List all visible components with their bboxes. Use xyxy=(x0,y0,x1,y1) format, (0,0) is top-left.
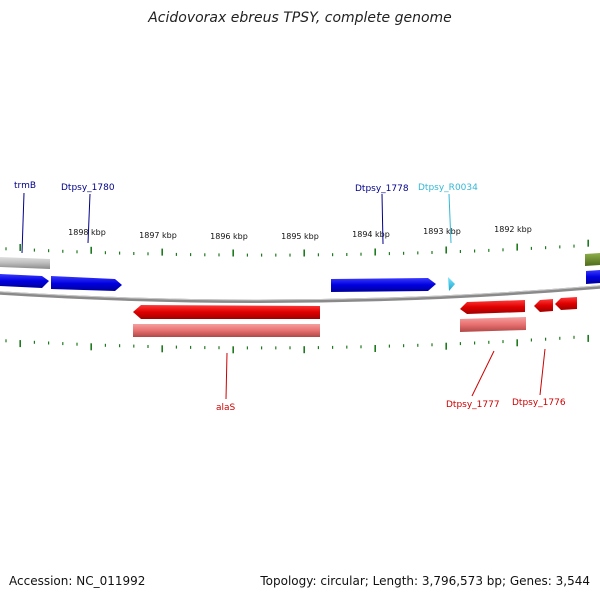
gene-labels: trmB Dtpsy_1780 Dtpsy_1778 Dtpsy_R0034 a… xyxy=(14,181,566,413)
leader-Dtpsy_1778 xyxy=(381,193,384,245)
reverse-features xyxy=(133,297,577,337)
cds-edge-reverse[interactable] xyxy=(555,297,577,310)
gene-Dtpsy_1777[interactable] xyxy=(460,317,526,332)
leader-Dtpsy_1780 xyxy=(87,193,91,244)
gene-label-trmB[interactable]: trmB xyxy=(14,181,36,191)
cds-Dtpsy_1780[interactable] xyxy=(51,276,122,291)
cds-Dtpsy_1777[interactable] xyxy=(460,300,525,314)
gene-label-Dtpsy_R0034[interactable]: Dtpsy_R0034 xyxy=(418,183,478,193)
scale-label: 1894 kbp xyxy=(352,230,390,239)
feature-olive[interactable] xyxy=(585,253,600,266)
cds-Dtpsy_1776[interactable] xyxy=(534,299,553,312)
scale-ticks-inner xyxy=(5,334,590,354)
gene-feature-grey[interactable] xyxy=(0,257,50,269)
scale-label: 1892 kbp xyxy=(494,225,532,234)
cds-edge-right[interactable] xyxy=(586,270,600,284)
gene-alaS[interactable] xyxy=(133,324,320,337)
genome-summary: Topology: circular; Length: 3,796,573 bp… xyxy=(260,574,590,588)
leader-Dtpsy_1776 xyxy=(539,348,546,396)
leader-trmB xyxy=(21,192,25,254)
scale-labels: 1898 kbp 1897 kbp 1896 kbp 1895 kbp 1894… xyxy=(68,225,532,241)
map-title: Acidovorax ebreus TPSY, complete genome xyxy=(148,10,452,26)
leader-alaS xyxy=(225,352,228,400)
rna-Dtpsy_R0034[interactable] xyxy=(448,277,455,291)
scale-label: 1893 kbp xyxy=(423,227,461,236)
cds-alaS[interactable] xyxy=(133,305,320,319)
gene-label-Dtpsy_1780[interactable]: Dtpsy_1780 xyxy=(61,183,115,193)
scale-label: 1898 kbp xyxy=(68,228,106,237)
leader-Dtpsy_R0034 xyxy=(448,193,452,244)
gene-label-Dtpsy_1777[interactable]: Dtpsy_1777 xyxy=(446,400,500,410)
gene-label-alaS[interactable]: alaS xyxy=(216,403,236,413)
scale-ticks-outer xyxy=(5,239,590,257)
gene-label-Dtpsy_1776[interactable]: Dtpsy_1776 xyxy=(512,398,566,408)
forward-features xyxy=(0,253,600,292)
cds-Dtpsy_1778[interactable] xyxy=(331,278,436,292)
genome-backbone xyxy=(0,285,600,303)
scale-label: 1896 kbp xyxy=(210,232,248,241)
label-leaders xyxy=(21,192,546,400)
gene-label-Dtpsy_1778[interactable]: Dtpsy_1778 xyxy=(355,184,409,194)
scale-label: 1897 kbp xyxy=(139,231,177,240)
accession-label: Accession: NC_011992 xyxy=(9,574,146,588)
scale-label: 1895 kbp xyxy=(281,232,319,241)
cds-trmB[interactable] xyxy=(0,274,49,288)
leader-Dtpsy_1777 xyxy=(471,350,495,397)
